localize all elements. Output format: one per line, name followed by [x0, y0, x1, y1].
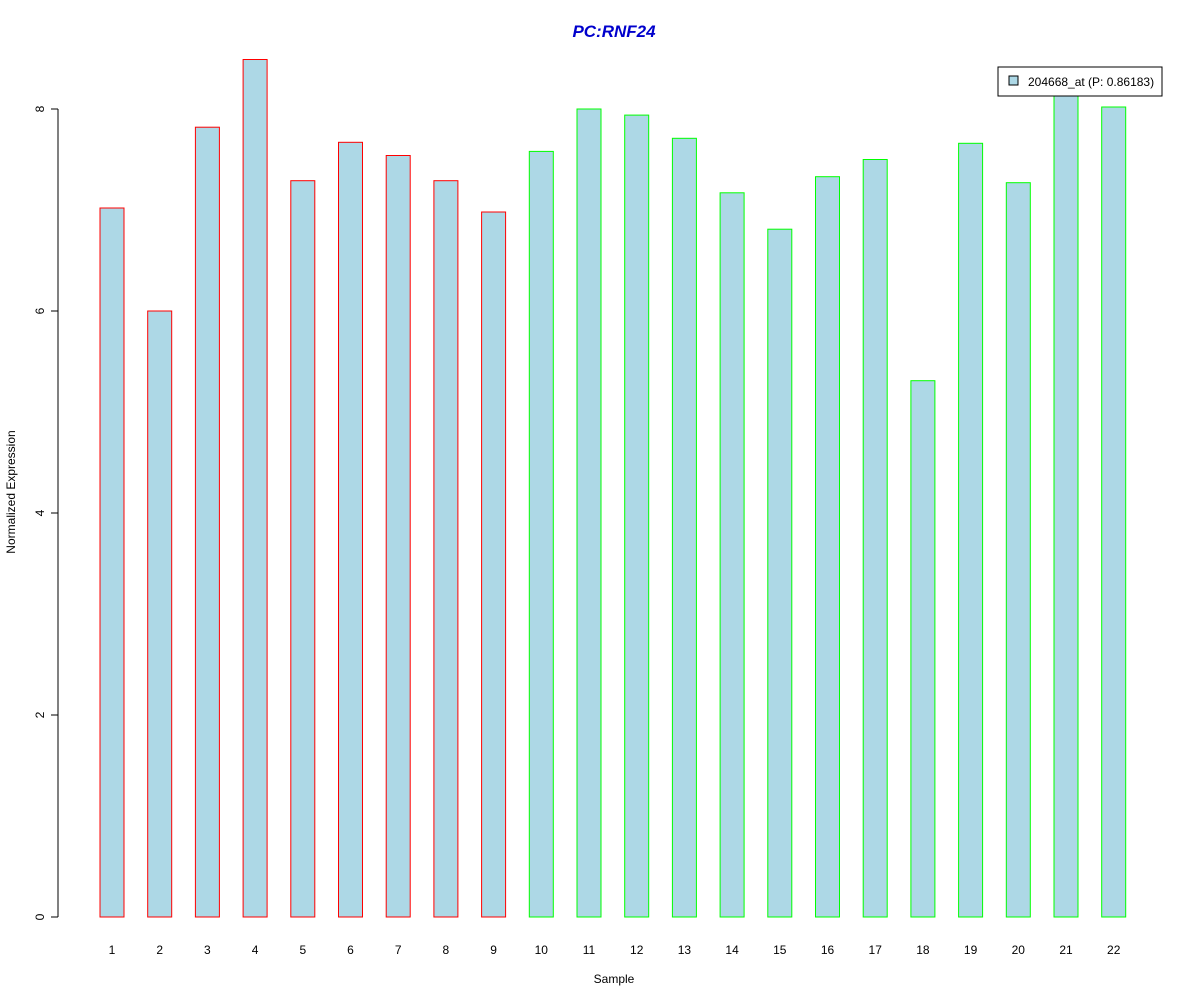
bar-sample-6 [338, 141, 363, 918]
bar-sample-5 [290, 180, 316, 918]
x-tick-label: 11 [583, 943, 596, 957]
x-tick-label: 1 [109, 943, 116, 957]
bar-sample-13 [671, 137, 697, 918]
x-tick-label: 10 [535, 943, 549, 957]
x-tick-label: 14 [725, 943, 739, 957]
bar-sample-15 [767, 228, 793, 918]
bar-sample-20 [1005, 182, 1031, 918]
bar-sample-17 [862, 159, 888, 918]
x-tick-label: 13 [678, 943, 692, 957]
legend: 204668_at (P: 0.86183) [997, 66, 1163, 97]
x-tick-label: 2 [156, 943, 163, 957]
legend-swatch [1008, 75, 1019, 86]
bar-sample-8 [433, 180, 459, 918]
x-tick-label: 18 [916, 943, 930, 957]
bar-sample-1 [99, 207, 125, 918]
x-tick-label: 5 [299, 943, 306, 957]
x-tick-label: 12 [630, 943, 644, 957]
chart-title: PC:RNF24 [572, 22, 656, 41]
legend-label: 204668_at (P: 0.86183) [1028, 75, 1154, 89]
bar-sample-7 [385, 155, 411, 918]
y-tick-label: 6 [33, 307, 47, 314]
x-tick-label: 8 [443, 943, 450, 957]
x-tick-label: 16 [821, 943, 835, 957]
bar-sample-10 [528, 150, 554, 918]
bar-sample-3 [194, 126, 220, 918]
y-tick-label: 2 [33, 711, 47, 718]
y-tick-label: 0 [33, 913, 47, 920]
bar-sample-21 [1053, 81, 1079, 918]
x-tick-label: 19 [964, 943, 978, 957]
y-axis-label: Normalized Expression [4, 430, 18, 553]
bars-group [99, 59, 1127, 918]
x-tick-label: 22 [1107, 943, 1121, 957]
bar-sample-14 [719, 192, 745, 918]
bar-sample-11 [576, 108, 602, 918]
x-tick-label: 7 [395, 943, 402, 957]
x-tick-label: 6 [347, 943, 354, 957]
y-tick-label: 4 [33, 509, 47, 516]
bar-sample-4 [242, 59, 268, 918]
x-tick-label: 17 [869, 943, 883, 957]
y-axis: 0 2 4 6 8 [33, 105, 59, 920]
x-tick-label: 3 [204, 943, 211, 957]
bar-sample-9 [481, 211, 507, 918]
bar-sample-22 [1101, 106, 1127, 918]
bar-sample-12 [624, 114, 650, 918]
x-tick-label: 15 [773, 943, 787, 957]
bar-sample-18 [910, 380, 936, 918]
legend-box [997, 66, 1163, 97]
y-tick-label: 8 [33, 105, 47, 112]
bar-sample-2 [147, 310, 173, 918]
x-tick-label: 21 [1059, 943, 1073, 957]
x-axis-label: Sample [594, 972, 635, 986]
bar-sample-19 [958, 142, 984, 918]
x-tick-label: 20 [1012, 943, 1026, 957]
x-tick-label: 4 [252, 943, 259, 957]
x-tick-labels: 1 2 3 4 5 6 7 8 9 10 11 12 13 14 15 16 17 18 19 20 21 22 [109, 943, 1121, 957]
x-tick-label: 9 [490, 943, 497, 957]
bar-sample-16 [815, 176, 840, 918]
